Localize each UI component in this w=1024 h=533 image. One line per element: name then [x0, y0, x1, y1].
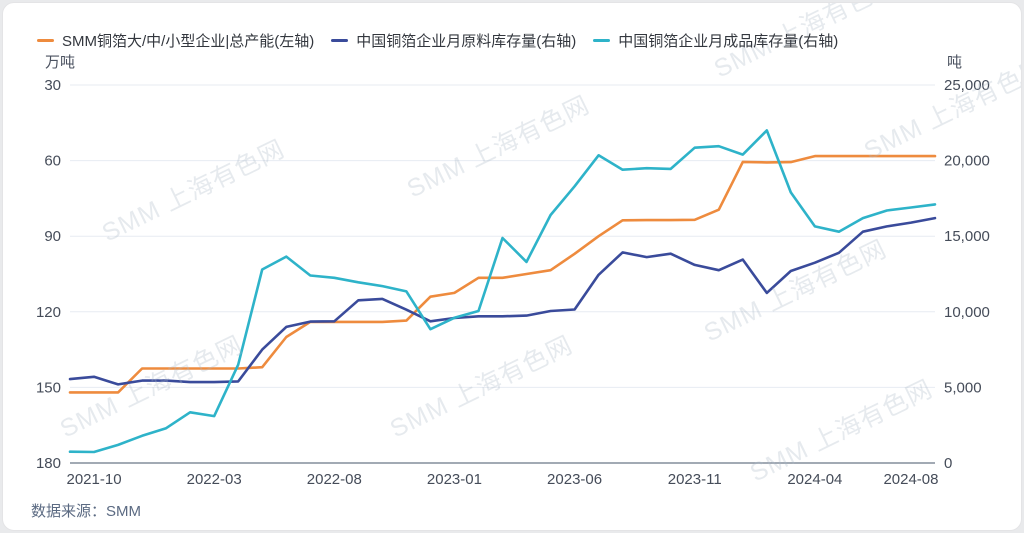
svg-text:60: 60 — [44, 153, 61, 170]
svg-text:0: 0 — [944, 455, 952, 472]
left-axis-unit-label: 万吨 — [45, 54, 76, 71]
svg-text:10,000: 10,000 — [944, 304, 990, 321]
legend-item-finished-goods-inventory[interactable]: 中国铜箔企业月成品库存量(右轴) — [593, 30, 838, 51]
svg-text:5,000: 5,000 — [944, 379, 982, 396]
svg-text:20,000: 20,000 — [944, 153, 990, 170]
svg-text:2023-06: 2023-06 — [547, 471, 602, 488]
svg-text:15,000: 15,000 — [944, 228, 990, 245]
svg-text:30: 30 — [44, 77, 61, 94]
svg-text:2022-03: 2022-03 — [187, 471, 242, 488]
legend-label-capacity: SMM铜箔大/中/小型企业|总产能(左轴) — [62, 33, 315, 50]
svg-text:120: 120 — [36, 304, 61, 321]
line-chart-canvas: 30 60 90 120 150 180 0 5,000 10,000 15,000 20,000 2… — [36, 77, 990, 488]
svg-text:150: 150 — [36, 379, 61, 396]
svg-text:2023-01: 2023-01 — [427, 471, 482, 488]
svg-text:2021-10: 2021-10 — [66, 471, 121, 488]
chart-legend: SMM铜箔大/中/小型企业|总产能(左轴) 中国铜箔企业月原料库存量(右轴) 中… — [37, 30, 838, 51]
legend-line-swatch-capacity — [37, 39, 54, 42]
legend-line-swatch-finished-goods — [593, 39, 611, 42]
right-axis-unit-label: 吨 — [947, 54, 963, 71]
legend-line-swatch-raw-material — [331, 39, 349, 42]
legend-label-finished-goods: 中国铜箔企业月成品库存量(右轴) — [618, 33, 839, 50]
legend-item-raw-material-inventory[interactable]: 中国铜箔企业月原料库存量(右轴) — [331, 30, 576, 51]
svg-text:2024-04: 2024-04 — [787, 471, 842, 488]
svg-text:2023-11: 2023-11 — [668, 471, 722, 488]
svg-text:2024-08: 2024-08 — [883, 471, 938, 488]
svg-text:25,000: 25,000 — [944, 77, 990, 94]
svg-text:90: 90 — [44, 228, 61, 245]
legend-label-raw-material: 中国铜箔企业月原料库存量(右轴) — [356, 33, 577, 50]
legend-item-capacity[interactable]: SMM铜箔大/中/小型企业|总产能(左轴) — [37, 30, 314, 51]
svg-text:180: 180 — [36, 455, 61, 472]
svg-text:2022-08: 2022-08 — [307, 471, 362, 488]
data-source-caption: 数据来源：SMM — [31, 503, 141, 520]
